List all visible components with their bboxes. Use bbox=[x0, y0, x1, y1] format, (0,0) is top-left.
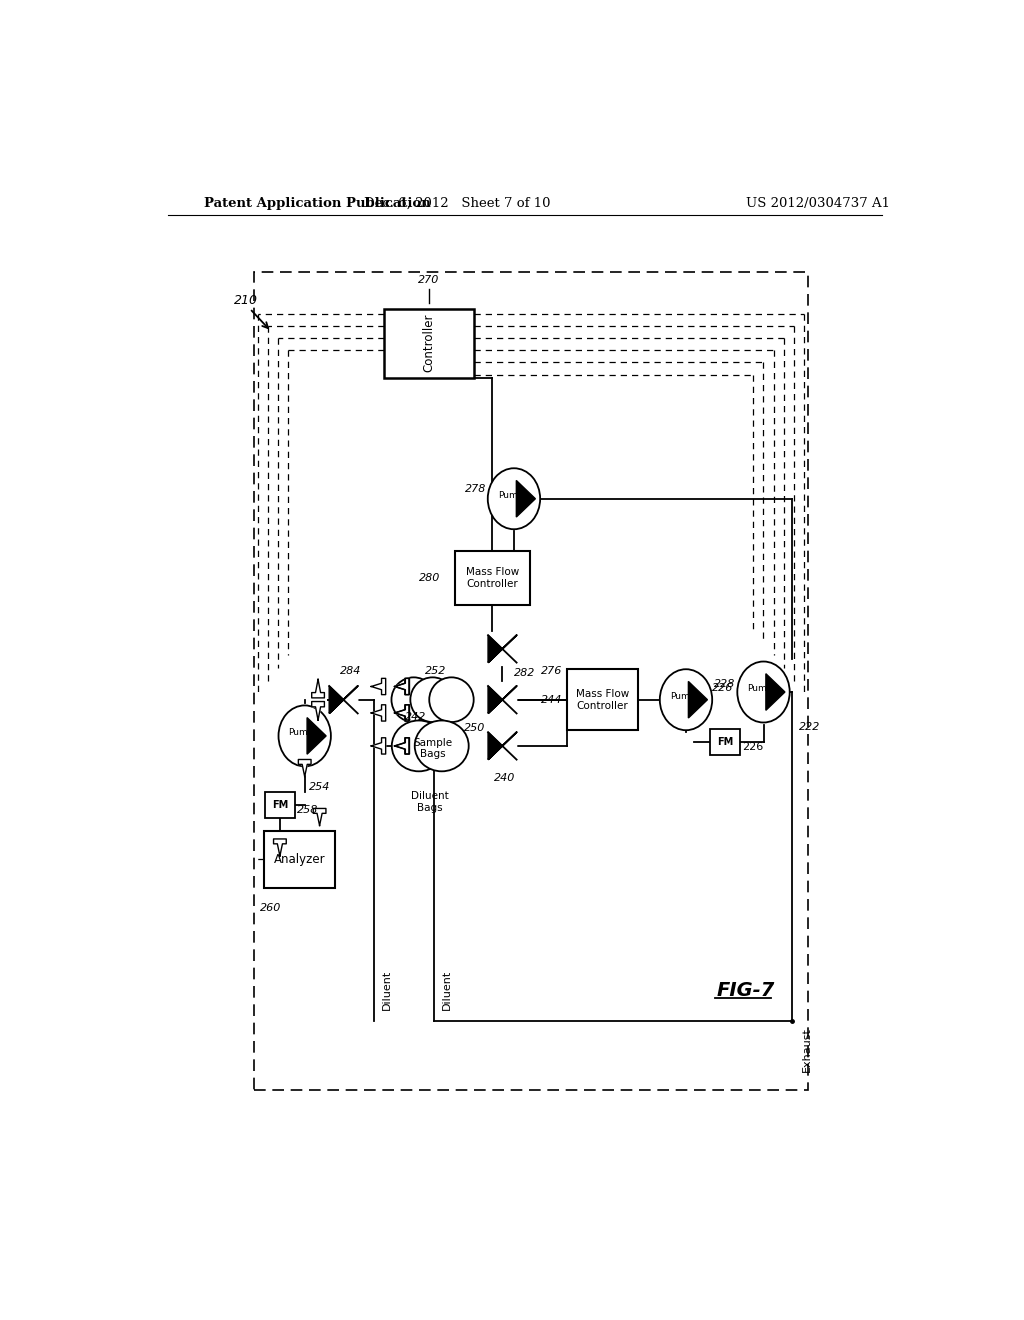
FancyBboxPatch shape bbox=[263, 830, 335, 887]
Polygon shape bbox=[394, 738, 409, 754]
Text: Diluent: Diluent bbox=[382, 970, 391, 1010]
Polygon shape bbox=[307, 718, 326, 754]
Polygon shape bbox=[394, 705, 409, 721]
Polygon shape bbox=[343, 686, 357, 713]
Ellipse shape bbox=[659, 669, 712, 730]
Text: Diluent
Bags: Diluent Bags bbox=[412, 791, 450, 813]
FancyBboxPatch shape bbox=[384, 309, 474, 378]
Text: Sample
Bags: Sample Bags bbox=[413, 738, 453, 759]
Polygon shape bbox=[311, 680, 325, 698]
Text: 244: 244 bbox=[542, 694, 562, 705]
Polygon shape bbox=[372, 705, 386, 721]
Polygon shape bbox=[516, 480, 536, 517]
Text: 258: 258 bbox=[297, 805, 318, 816]
Ellipse shape bbox=[279, 705, 331, 767]
Text: Analyzer: Analyzer bbox=[273, 853, 326, 866]
Polygon shape bbox=[488, 733, 503, 759]
Polygon shape bbox=[766, 673, 785, 710]
Text: 254: 254 bbox=[308, 781, 330, 792]
Ellipse shape bbox=[391, 677, 436, 722]
Text: Pump: Pump bbox=[748, 685, 773, 693]
Text: Pump: Pump bbox=[289, 729, 314, 738]
Text: 282: 282 bbox=[514, 668, 536, 678]
Polygon shape bbox=[503, 733, 517, 759]
Text: Diluent: Diluent bbox=[442, 970, 452, 1010]
Text: Patent Application Publication: Patent Application Publication bbox=[204, 197, 431, 210]
Text: 276: 276 bbox=[542, 667, 562, 676]
FancyBboxPatch shape bbox=[566, 669, 638, 730]
Text: 240: 240 bbox=[495, 774, 516, 784]
Text: FM: FM bbox=[271, 800, 288, 810]
Polygon shape bbox=[395, 705, 410, 721]
Polygon shape bbox=[372, 738, 386, 754]
Text: 260: 260 bbox=[260, 903, 281, 913]
Polygon shape bbox=[395, 678, 410, 694]
Polygon shape bbox=[394, 678, 409, 694]
Text: Dec. 6, 2012   Sheet 7 of 10: Dec. 6, 2012 Sheet 7 of 10 bbox=[365, 197, 551, 210]
Ellipse shape bbox=[429, 677, 474, 722]
Polygon shape bbox=[313, 808, 326, 825]
Text: 222: 222 bbox=[799, 722, 820, 731]
Polygon shape bbox=[503, 635, 517, 663]
Ellipse shape bbox=[411, 677, 455, 722]
Text: FIG-7: FIG-7 bbox=[717, 981, 775, 999]
Polygon shape bbox=[298, 759, 311, 776]
FancyBboxPatch shape bbox=[265, 792, 295, 818]
Polygon shape bbox=[273, 840, 287, 857]
Ellipse shape bbox=[415, 721, 469, 771]
Text: 278: 278 bbox=[465, 483, 486, 494]
Ellipse shape bbox=[737, 661, 790, 722]
Polygon shape bbox=[311, 701, 325, 719]
Polygon shape bbox=[488, 635, 503, 663]
FancyBboxPatch shape bbox=[710, 729, 739, 755]
Polygon shape bbox=[503, 686, 517, 713]
Polygon shape bbox=[329, 686, 343, 713]
Text: Mass Flow
Controller: Mass Flow Controller bbox=[575, 689, 629, 711]
Polygon shape bbox=[688, 681, 708, 718]
Text: Pump: Pump bbox=[670, 692, 695, 701]
Polygon shape bbox=[372, 678, 386, 694]
Text: 226: 226 bbox=[742, 742, 764, 752]
Ellipse shape bbox=[392, 721, 445, 771]
Text: 284: 284 bbox=[340, 667, 360, 676]
FancyBboxPatch shape bbox=[455, 552, 530, 605]
Text: US 2012/0304737 A1: US 2012/0304737 A1 bbox=[746, 197, 891, 210]
Ellipse shape bbox=[487, 469, 540, 529]
Text: Controller: Controller bbox=[423, 314, 435, 372]
Text: 226: 226 bbox=[712, 682, 733, 693]
Text: Exhaust: Exhaust bbox=[802, 1027, 812, 1072]
Text: 252: 252 bbox=[425, 667, 446, 676]
Polygon shape bbox=[395, 738, 410, 754]
Text: Pump: Pump bbox=[498, 491, 523, 500]
Polygon shape bbox=[488, 686, 503, 713]
Text: 242: 242 bbox=[404, 713, 426, 722]
Text: 228: 228 bbox=[715, 678, 735, 689]
Text: 280: 280 bbox=[419, 573, 440, 583]
Text: 270: 270 bbox=[419, 276, 439, 285]
Text: FM: FM bbox=[717, 737, 733, 747]
Text: 250: 250 bbox=[464, 723, 485, 733]
Text: Mass Flow
Controller: Mass Flow Controller bbox=[466, 566, 519, 589]
Text: 210: 210 bbox=[234, 294, 258, 308]
